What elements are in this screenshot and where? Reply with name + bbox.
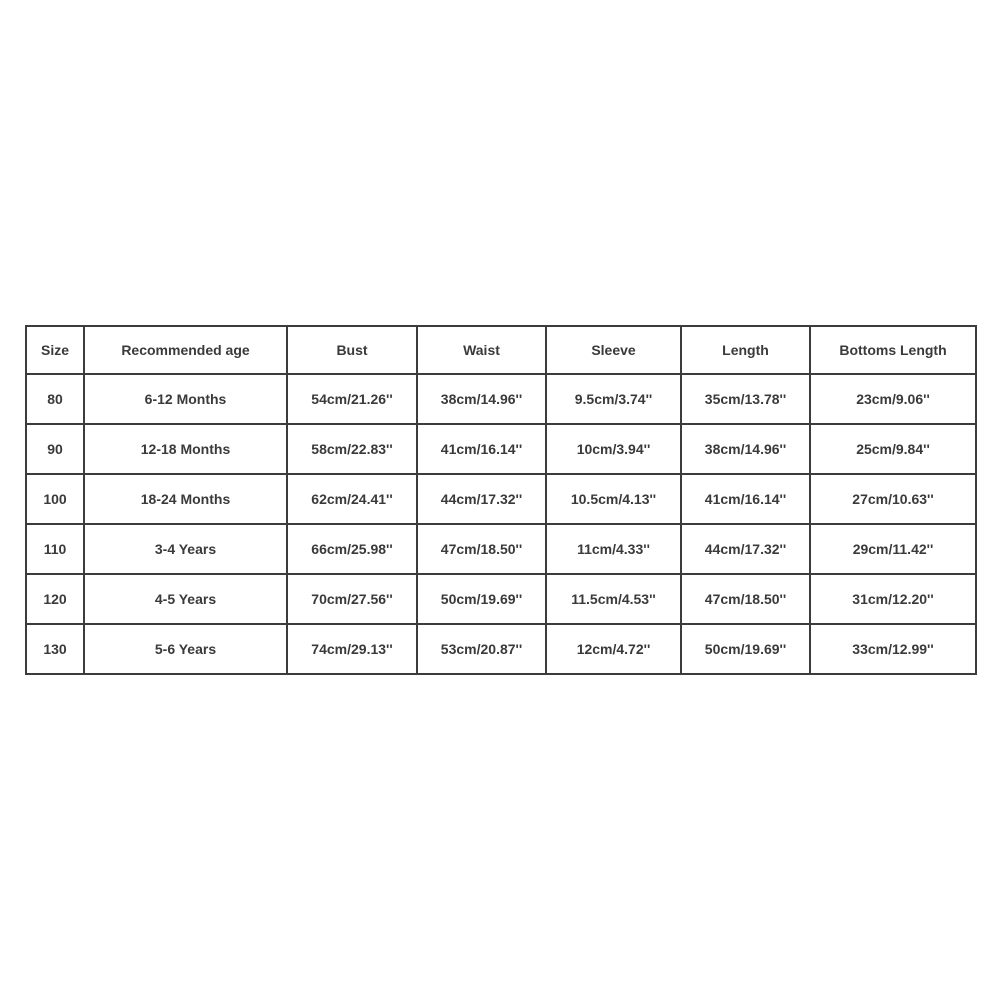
cell-waist: 38cm/14.96'' bbox=[416, 373, 547, 425]
cell-bust: 54cm/21.26'' bbox=[286, 373, 418, 425]
cell-sleeve: 12cm/4.72'' bbox=[545, 623, 682, 675]
cell-length: 44cm/17.32'' bbox=[680, 523, 811, 575]
header-bottoms-length: Bottoms Length bbox=[809, 325, 977, 375]
header-recommended-age: Recommended age bbox=[83, 325, 288, 375]
cell-recommended-age: 18-24 Months bbox=[83, 473, 288, 525]
header-waist: Waist bbox=[416, 325, 547, 375]
header-size: Size bbox=[25, 325, 85, 375]
cell-bust: 66cm/25.98'' bbox=[286, 523, 418, 575]
cell-bottoms-length: 25cm/9.84'' bbox=[809, 423, 977, 475]
cell-waist: 41cm/16.14'' bbox=[416, 423, 547, 475]
cell-bottoms-length: 23cm/9.06'' bbox=[809, 373, 977, 425]
cell-waist: 53cm/20.87'' bbox=[416, 623, 547, 675]
table-row: 110 3-4 Years 66cm/25.98'' 47cm/18.50'' 11cm… bbox=[25, 523, 977, 575]
cell-length: 50cm/19.69'' bbox=[680, 623, 811, 675]
cell-bottoms-length: 27cm/10.63'' bbox=[809, 473, 977, 525]
table-row: 90 12-18 Months 58cm/22.83'' 41cm/16.14'' 10… bbox=[25, 423, 977, 475]
cell-waist: 50cm/19.69'' bbox=[416, 573, 547, 625]
cell-recommended-age: 6-12 Months bbox=[83, 373, 288, 425]
cell-bust: 58cm/22.83'' bbox=[286, 423, 418, 475]
cell-sleeve: 9.5cm/3.74'' bbox=[545, 373, 682, 425]
cell-sleeve: 10cm/3.94'' bbox=[545, 423, 682, 475]
cell-recommended-age: 4-5 Years bbox=[83, 573, 288, 625]
header-row: Size Recommended age Bust Waist Sleeve L… bbox=[25, 325, 977, 375]
table-row: 80 6-12 Months 54cm/21.26'' 38cm/14.96'' 9.5… bbox=[25, 373, 977, 425]
size-chart-table: Size Recommended age Bust Waist Sleeve L… bbox=[25, 325, 977, 675]
cell-sleeve: 10.5cm/4.13'' bbox=[545, 473, 682, 525]
cell-bust: 74cm/29.13'' bbox=[286, 623, 418, 675]
cell-size: 90 bbox=[25, 423, 85, 475]
cell-bust: 70cm/27.56'' bbox=[286, 573, 418, 625]
cell-length: 38cm/14.96'' bbox=[680, 423, 811, 475]
table-row: 120 4-5 Years 70cm/27.56'' 50cm/19.69'' 11.5… bbox=[25, 573, 977, 625]
cell-waist: 47cm/18.50'' bbox=[416, 523, 547, 575]
header-bust: Bust bbox=[286, 325, 418, 375]
cell-sleeve: 11cm/4.33'' bbox=[545, 523, 682, 575]
cell-bottoms-length: 31cm/12.20'' bbox=[809, 573, 977, 625]
cell-waist: 44cm/17.32'' bbox=[416, 473, 547, 525]
cell-length: 35cm/13.78'' bbox=[680, 373, 811, 425]
cell-size: 130 bbox=[25, 623, 85, 675]
header-length: Length bbox=[680, 325, 811, 375]
table-row: 100 18-24 Months 62cm/24.41'' 44cm/17.32'' 1… bbox=[25, 473, 977, 525]
cell-length: 41cm/16.14'' bbox=[680, 473, 811, 525]
cell-bust: 62cm/24.41'' bbox=[286, 473, 418, 525]
cell-sleeve: 11.5cm/4.53'' bbox=[545, 573, 682, 625]
header-sleeve: Sleeve bbox=[545, 325, 682, 375]
cell-size: 80 bbox=[25, 373, 85, 425]
cell-size: 100 bbox=[25, 473, 85, 525]
cell-length: 47cm/18.50'' bbox=[680, 573, 811, 625]
table-row: 130 5-6 Years 74cm/29.13'' 53cm/20.87'' 12cm… bbox=[25, 623, 977, 675]
cell-bottoms-length: 33cm/12.99'' bbox=[809, 623, 977, 675]
cell-size: 120 bbox=[25, 573, 85, 625]
cell-bottoms-length: 29cm/11.42'' bbox=[809, 523, 977, 575]
cell-size: 110 bbox=[25, 523, 85, 575]
cell-recommended-age: 3-4 Years bbox=[83, 523, 288, 575]
cell-recommended-age: 12-18 Months bbox=[83, 423, 288, 475]
cell-recommended-age: 5-6 Years bbox=[83, 623, 288, 675]
